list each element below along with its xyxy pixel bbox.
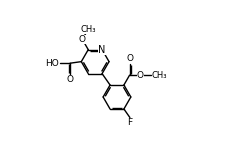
Text: HO: HO: [45, 59, 59, 68]
Text: CH₃: CH₃: [80, 25, 96, 34]
Text: N: N: [98, 45, 106, 55]
Text: F: F: [127, 118, 132, 127]
Text: CH₃: CH₃: [152, 71, 167, 80]
Text: O: O: [79, 35, 86, 44]
Text: O: O: [126, 54, 133, 63]
Text: O: O: [137, 71, 144, 80]
Text: O: O: [66, 75, 74, 84]
